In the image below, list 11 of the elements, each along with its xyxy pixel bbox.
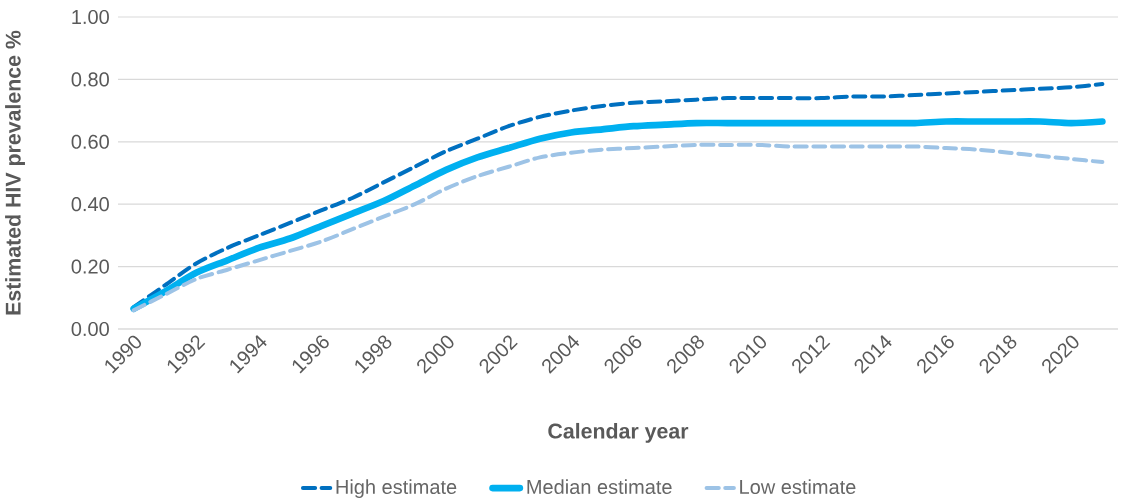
y-tick-label: 1.00 (72, 9, 109, 25)
y-tick-label: 0.60 (71, 134, 109, 149)
legend-label: High estimate (336, 479, 457, 498)
y-tick-label: 0.20 (71, 259, 109, 274)
legend-label: Low estimate (740, 479, 856, 495)
y-tick-label: 0.80 (71, 72, 109, 87)
x-axis-title: Calendar year (548, 422, 689, 443)
legend-label: Median estimate (527, 479, 672, 495)
y-axis-title: Estimated HIV prevalence % (5, 30, 25, 315)
y-tick-label: 0.00 (71, 321, 109, 337)
y-tick-label: 0.40 (71, 197, 109, 212)
